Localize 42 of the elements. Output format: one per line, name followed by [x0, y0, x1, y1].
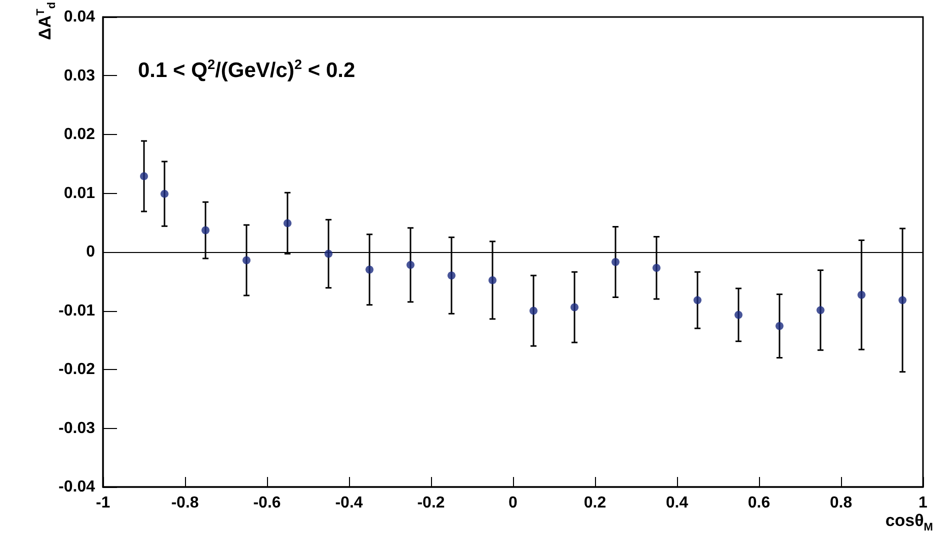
y-tick-label: 0.03 — [64, 67, 96, 84]
point — [488, 276, 496, 284]
point — [284, 219, 292, 228]
x-tick-label: 0 — [508, 494, 518, 512]
point — [140, 172, 148, 180]
point — [406, 260, 414, 269]
x-tick-label: 1 — [918, 494, 928, 512]
y-tick-label: 0.02 — [64, 126, 96, 143]
point — [734, 310, 742, 319]
x-tick-label: 0.2 — [584, 494, 606, 512]
x-tick-label: 0.4 — [666, 494, 688, 512]
point — [652, 264, 660, 272]
y-tick-label: 0 — [86, 244, 96, 260]
point — [898, 296, 906, 304]
annotation: 0.1 < Q$^{2}$/(GeV/c)$^{2}$ < 0.2 — [138, 57, 356, 82]
x-axis-title: cosθ$_{M}$ — [885, 511, 933, 534]
x-tick-label: -1 — [96, 494, 110, 512]
y-tick-label: -0.02 — [58, 361, 96, 378]
x-tick-label: 0.8 — [830, 494, 852, 512]
point — [858, 290, 866, 299]
point — [324, 250, 332, 258]
point — [242, 256, 250, 264]
x-tick-label: 0.6 — [748, 494, 770, 512]
x-tick-label: -0.6 — [253, 494, 281, 512]
y-tick-label: -0.04 — [58, 478, 96, 496]
point — [160, 190, 168, 198]
point — [612, 258, 620, 266]
y-tick-label: 0.04 — [64, 8, 96, 26]
point — [694, 296, 702, 304]
x-tick-label: -0.8 — [171, 494, 199, 512]
point — [366, 266, 374, 274]
point — [776, 322, 784, 330]
y-tick-label: -0.01 — [58, 302, 96, 320]
y-tick-label: -0.03 — [58, 420, 96, 437]
point — [570, 303, 578, 312]
point — [448, 272, 456, 280]
x-tick-label: -0.2 — [417, 494, 445, 512]
y-tick-label: 0.01 — [64, 184, 96, 202]
point — [202, 226, 210, 234]
x-tick-label: -0.4 — [335, 494, 363, 512]
point — [816, 306, 824, 314]
point — [530, 306, 538, 315]
